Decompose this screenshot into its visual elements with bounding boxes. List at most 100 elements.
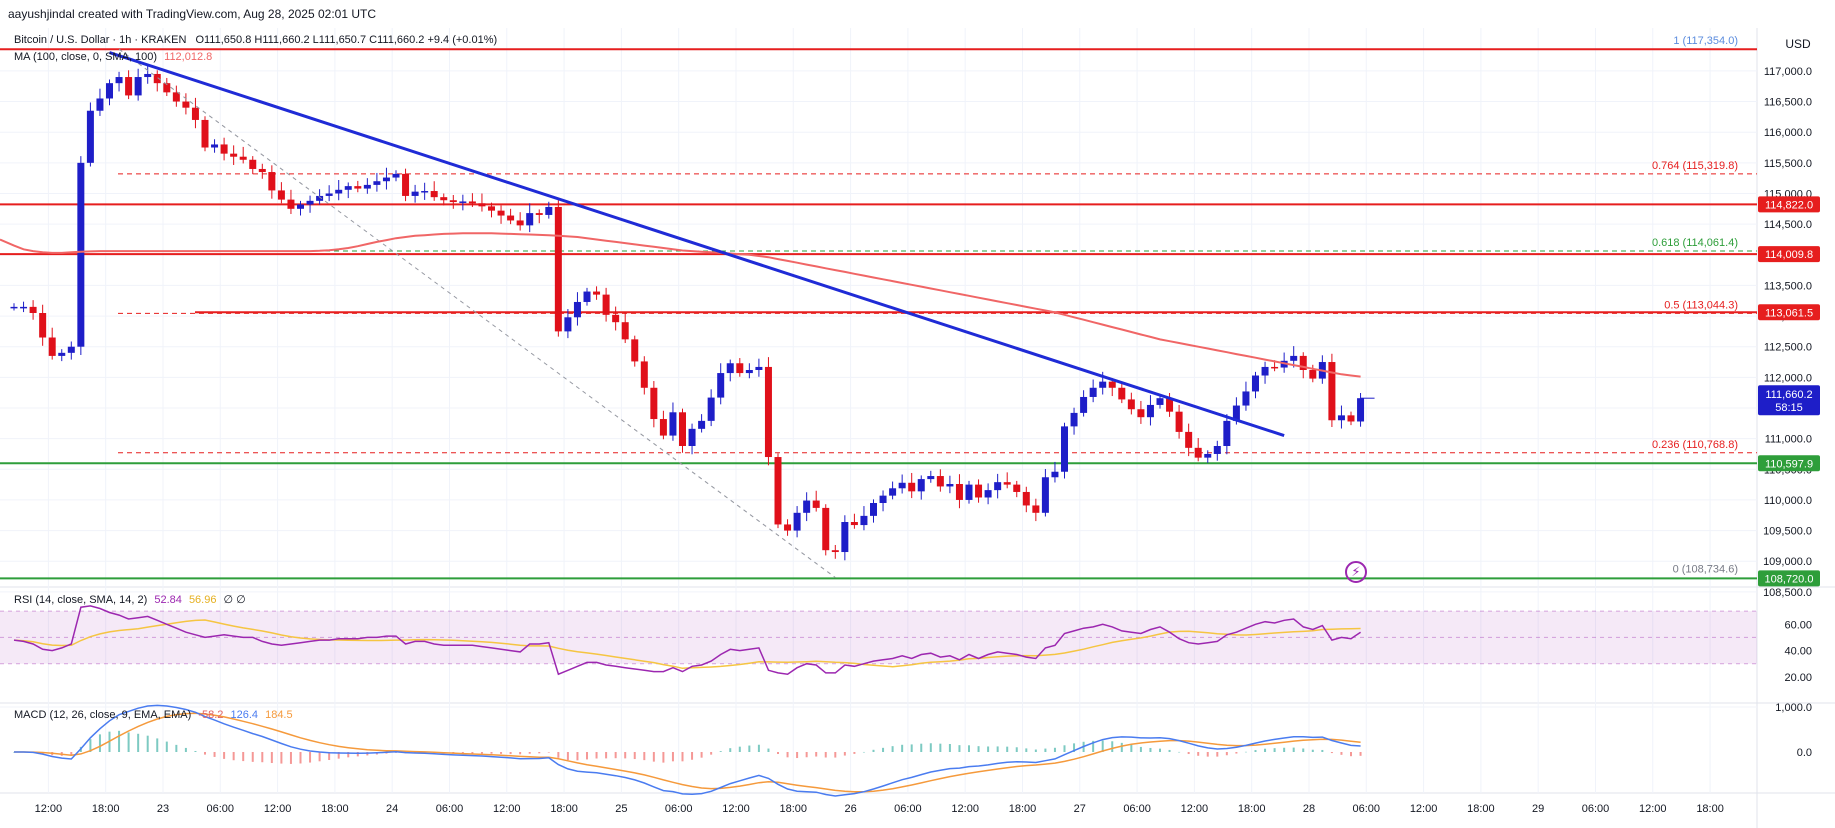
candle-body [134, 77, 142, 96]
price-tick-label: 117,000.0 [1764, 66, 1812, 78]
candle-body [1194, 447, 1202, 458]
candle-body [936, 476, 944, 487]
candle-body [249, 159, 257, 169]
candle-body [1118, 387, 1126, 400]
macd-histogram-bar [156, 738, 159, 752]
candle-body [373, 181, 381, 185]
attribution: aayushjindal created with TradingView.co… [8, 7, 377, 21]
fibonacci-levels[interactable]: 1 (117,354.0) 0.764 (115,319.8) 0.618 (114… [118, 35, 1757, 575]
time-tick-label: 06:00 [894, 803, 922, 815]
candle-body [268, 172, 276, 191]
rsi-ma-line [13, 619, 1361, 670]
time-tick-label: 12:00 [493, 803, 521, 815]
time-tick-label: 12:00 [35, 803, 63, 815]
candle-body [1013, 484, 1021, 492]
macd-histogram-bar [519, 752, 522, 755]
lightning-icon[interactable]: ⚡ [1345, 561, 1367, 583]
macd-histogram-bar [1197, 752, 1200, 756]
candle-body [526, 213, 534, 226]
candle-body [955, 484, 963, 500]
candle-body [478, 203, 486, 207]
candle-body [201, 119, 209, 148]
candle-body [430, 191, 438, 198]
macd-histogram-bar [1149, 747, 1152, 752]
grid [0, 28, 1835, 828]
macd-histogram-bar [1283, 747, 1286, 752]
candle-body [77, 162, 85, 347]
candle-body [335, 189, 343, 194]
macd-histogram-bar [1034, 749, 1037, 752]
macd-histogram-bar [1111, 741, 1114, 752]
macd-histogram-bar [1044, 748, 1047, 752]
time-tick-label: 18:00 [550, 803, 578, 815]
candle-body [583, 291, 591, 302]
macd-histogram-bar [1321, 749, 1324, 752]
candle-body [1089, 387, 1097, 397]
ohlc-values: O111,650.8 H111,660.2 L111,650.7 C111,66… [195, 34, 498, 46]
macd-histogram-bar [719, 751, 722, 752]
rsi-line [13, 605, 1362, 676]
candle-body [20, 306, 28, 309]
macd-histogram-bar [347, 752, 350, 758]
candle-body [545, 206, 553, 215]
candle-body [717, 373, 725, 398]
macd-histogram-bar [509, 752, 512, 755]
candle-body [764, 366, 772, 458]
time-tick-label: 06:00 [665, 803, 693, 815]
macd-histogram-bar [1330, 752, 1333, 754]
macd-histogram-bar [586, 752, 588, 760]
candle-body [1175, 411, 1183, 432]
candle-body [1061, 426, 1068, 472]
ma-100-line [0, 232, 1361, 378]
rsi-legend[interactable]: RSI (14, close, SMA, 14, 2) 52.84 56.96 … [14, 593, 246, 606]
macd-histogram-bar [223, 752, 226, 759]
time-tick-label: 06:00 [436, 803, 464, 815]
rsi-tick-label: 60.00 [1784, 619, 1812, 631]
currency-label[interactable]: USD [1785, 37, 1811, 51]
macd-histogram-bar [1159, 748, 1161, 752]
macd-histogram-bar [184, 747, 187, 752]
candle-body [1347, 415, 1355, 422]
candle-body [1299, 355, 1307, 370]
candle-body [1041, 477, 1049, 513]
macd-histogram-bar [605, 752, 608, 759]
price-tag [1758, 196, 1820, 213]
macd-histogram-bar [1244, 751, 1247, 753]
time-tick-label: 06:00 [1123, 803, 1151, 815]
countdown-label: 58:15 [1775, 402, 1803, 414]
macd-histogram-bar [194, 750, 197, 752]
time-tick-label: 18:00 [1238, 803, 1266, 815]
macd-histogram-bar [643, 752, 646, 761]
time-axis[interactable]: 12:00 18:00 23 06:00 12:00 18:00 24 06:00 12:00 1… [35, 803, 1724, 815]
time-tick-label: 12:00 [722, 803, 750, 815]
price-tick-label: 108,500.0 [1763, 587, 1812, 599]
candle-body [1290, 355, 1298, 361]
candle-body [1099, 381, 1107, 388]
candle-body [822, 507, 830, 551]
ma-legend[interactable]: MA (100, close, 0, SMA, 100) 112,012.8 [14, 51, 212, 63]
macd-histogram-bar [786, 752, 789, 758]
candle-body [1032, 505, 1040, 513]
candle-body [325, 193, 333, 196]
macd-histogram-bar [1254, 750, 1257, 752]
price-axis[interactable]: 117,000.0116,500.0116,000.0115,500.0115,… [1763, 66, 1812, 759]
price-tick-label: 116,000.0 [1764, 127, 1812, 139]
fib-label: 0.5 (113,044.3) [1664, 299, 1738, 311]
macd-histogram-bar [777, 752, 779, 755]
macd-histogram-bar [843, 752, 846, 756]
time-tick-label: 28 [1303, 803, 1315, 815]
macd-histogram-bar [624, 752, 627, 759]
horizontal-levels[interactable] [0, 48, 1757, 580]
candle-body [1185, 431, 1193, 448]
macd-legend[interactable]: MACD (12, 26, close, 9, EMA, EMA) -58.2 … [14, 709, 293, 721]
macd-histogram-bar [996, 746, 999, 752]
candle-body [191, 107, 199, 120]
price-tag [1758, 455, 1820, 472]
macd-histogram-bar [299, 752, 302, 764]
candle-body [1328, 362, 1336, 421]
overlays[interactable] [0, 48, 1375, 578]
macd-value: 126.4 [230, 709, 259, 721]
candle-body [784, 524, 792, 531]
macd-histogram-bar [691, 752, 694, 760]
